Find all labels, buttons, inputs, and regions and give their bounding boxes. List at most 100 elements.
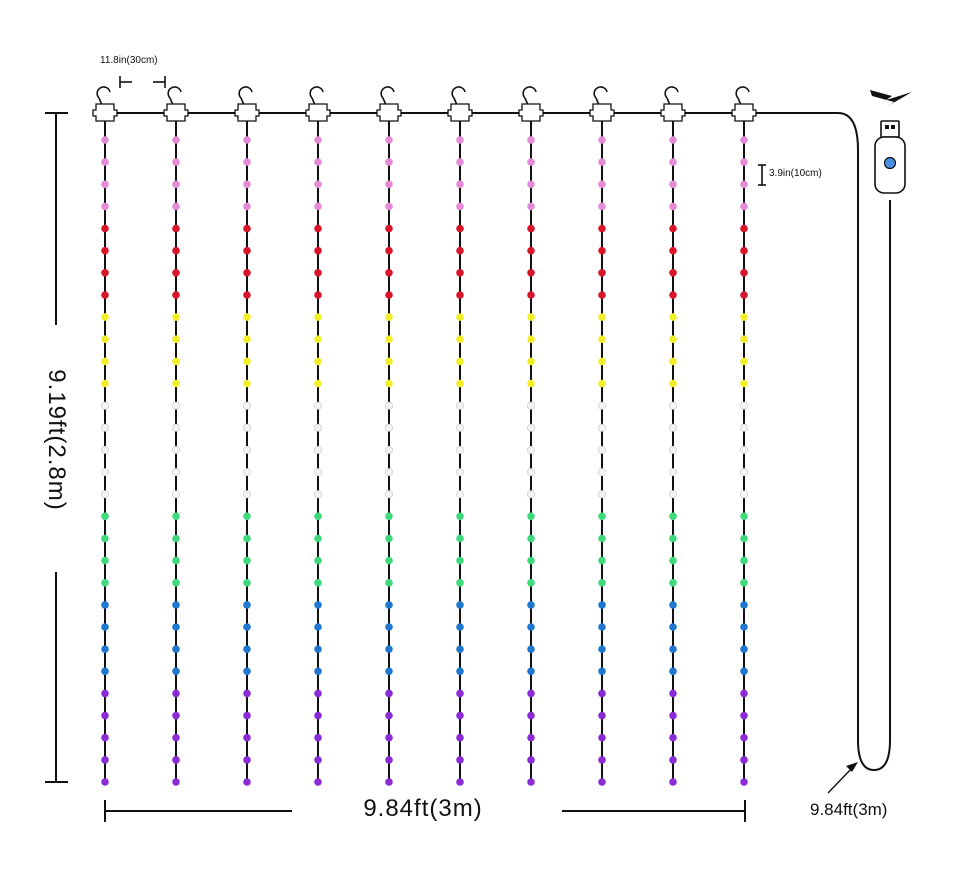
led-bulb xyxy=(314,291,322,299)
led-bulb xyxy=(740,180,748,189)
led-bulb xyxy=(101,534,109,543)
led-bulb xyxy=(314,202,322,211)
led-bulb xyxy=(101,778,109,786)
led-bulb xyxy=(740,579,748,587)
led-bulb xyxy=(314,689,322,698)
led-bulb xyxy=(243,534,251,543)
led-bulb xyxy=(740,158,748,166)
led-bulb xyxy=(314,136,322,144)
led-bulb xyxy=(313,401,322,410)
led-bulb xyxy=(171,445,180,454)
led-bulb xyxy=(527,180,535,189)
led-bulb xyxy=(385,313,393,321)
led-bulb xyxy=(527,401,536,410)
led-bulb xyxy=(314,601,322,609)
led-bulb xyxy=(456,756,464,764)
led-bulb xyxy=(172,711,180,720)
height-dimension xyxy=(45,112,68,783)
led-bulb xyxy=(740,645,748,653)
led-bulb xyxy=(172,335,180,344)
led-bulb xyxy=(456,224,464,233)
led-bulb xyxy=(669,202,677,211)
led-bulb xyxy=(172,357,180,366)
led-bulb xyxy=(669,711,677,720)
led-bulb xyxy=(313,468,322,477)
led-bulb xyxy=(314,667,322,676)
led-bulb xyxy=(527,313,535,321)
led-bulb xyxy=(172,778,180,786)
led-bulb xyxy=(313,445,322,454)
led-bulb xyxy=(243,335,251,344)
led-bulb xyxy=(669,601,677,609)
led-bulb xyxy=(669,445,678,454)
hook-icon xyxy=(234,86,260,122)
led-bulb xyxy=(669,667,677,676)
led-bulb xyxy=(740,224,748,233)
led-bulb xyxy=(527,756,535,764)
led-bulb xyxy=(101,601,109,609)
light-strand xyxy=(242,113,251,786)
led-bulb xyxy=(598,423,607,432)
led-bulb xyxy=(171,401,180,410)
led-bulb xyxy=(385,645,393,653)
led-bulb xyxy=(456,623,464,631)
led-bulb xyxy=(598,512,606,521)
led-bulb xyxy=(101,335,109,344)
width-label: 9.84ft(3m) xyxy=(363,795,483,822)
led-bulb xyxy=(172,379,180,388)
led-bulb xyxy=(172,579,180,587)
led-bulb xyxy=(740,357,748,366)
led-bulb xyxy=(669,623,677,631)
led-bulb xyxy=(385,756,393,764)
led-bulb xyxy=(385,379,393,388)
led-bulb xyxy=(456,335,464,344)
led-bulb xyxy=(527,645,535,653)
led-bulb xyxy=(243,180,251,189)
led-bulb xyxy=(740,667,748,676)
led-bulb xyxy=(598,136,606,144)
hook-icon xyxy=(518,86,544,122)
led-bulb xyxy=(242,401,251,410)
led-bulb xyxy=(243,689,251,698)
led-bulb xyxy=(385,158,393,166)
led-bulb xyxy=(243,269,251,277)
cable-length-label: 9.84ft(3m) xyxy=(810,800,888,819)
led-bulb xyxy=(527,689,535,698)
led-bulb xyxy=(172,269,180,277)
led-bulb xyxy=(669,756,677,764)
led-bulb xyxy=(456,689,464,698)
led-bulb xyxy=(172,623,180,631)
led-bulb xyxy=(101,711,109,720)
led-bulb xyxy=(385,601,393,609)
led-bulb xyxy=(101,136,109,144)
led-bulb xyxy=(243,579,251,587)
led-bulb xyxy=(171,490,180,499)
light-strands xyxy=(101,113,749,786)
led-bulb xyxy=(598,269,606,277)
led-bulb xyxy=(456,136,464,144)
led-bulb xyxy=(740,246,748,255)
led-bulb xyxy=(740,445,749,454)
led-bulb xyxy=(101,423,110,432)
led-bulb xyxy=(527,269,535,277)
led-bulb xyxy=(384,423,393,432)
led-bulb xyxy=(669,136,677,144)
led-bulb xyxy=(669,291,677,299)
led-bulb xyxy=(740,601,748,609)
led-bulb xyxy=(598,556,606,565)
led-bulb xyxy=(101,490,110,499)
led-bulb xyxy=(172,756,180,764)
usb-button xyxy=(883,156,897,170)
led-bulb xyxy=(172,246,180,255)
cable-length-arrow xyxy=(827,762,858,794)
led-bulb xyxy=(598,756,606,764)
led-bulb xyxy=(243,246,251,255)
led-bulb xyxy=(243,202,251,211)
led-bulb xyxy=(101,623,109,631)
led-bulb xyxy=(527,468,536,477)
led-bulb xyxy=(455,468,464,477)
led-bulb xyxy=(314,623,322,631)
led-bulb xyxy=(669,379,677,388)
led-bulb xyxy=(598,711,606,720)
